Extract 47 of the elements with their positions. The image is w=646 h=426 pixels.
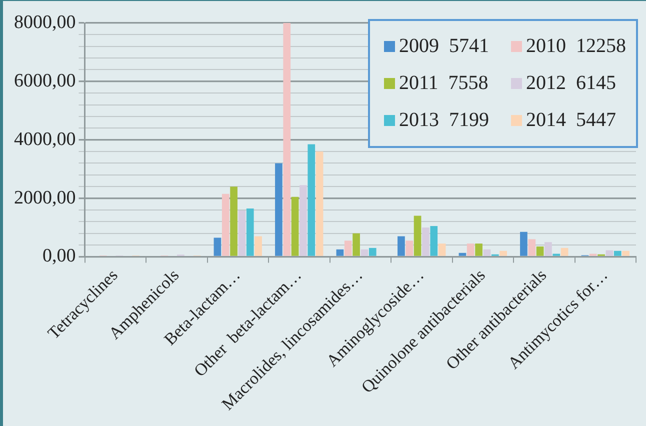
bar bbox=[398, 236, 405, 256]
y-tick-label: 4000,00 bbox=[14, 128, 76, 150]
bar bbox=[238, 210, 246, 256]
bar bbox=[352, 233, 360, 256]
bar bbox=[430, 226, 438, 256]
legend-label: 2010 12258 bbox=[526, 35, 626, 58]
y-tick-label: 2000,00 bbox=[14, 187, 76, 208]
bar bbox=[422, 227, 430, 256]
bar bbox=[368, 248, 376, 256]
bar bbox=[614, 250, 622, 256]
legend-label: 2011 7558 bbox=[399, 72, 488, 95]
bar bbox=[275, 163, 282, 256]
bar bbox=[222, 194, 230, 256]
bar bbox=[344, 240, 352, 256]
legend-label: 2012 6145 bbox=[526, 72, 616, 95]
y-tick-label: 6000,00 bbox=[14, 70, 76, 92]
bar bbox=[622, 250, 630, 256]
bar bbox=[214, 238, 222, 256]
legend-label: 2014 5447 bbox=[526, 109, 616, 132]
bar bbox=[283, 23, 291, 256]
bar bbox=[406, 240, 414, 256]
legend-label: 2009 5741 bbox=[399, 35, 489, 58]
bar bbox=[466, 244, 474, 256]
bar bbox=[458, 252, 466, 256]
bar bbox=[414, 216, 422, 256]
bar bbox=[246, 208, 254, 256]
bar bbox=[500, 250, 507, 256]
bar bbox=[308, 144, 316, 256]
y-tick-label: 0,00 bbox=[42, 246, 76, 267]
bar bbox=[560, 248, 568, 256]
y-tick-label: 8000,00 bbox=[14, 12, 76, 33]
bar bbox=[536, 246, 544, 256]
bar bbox=[520, 232, 528, 256]
bar bbox=[360, 249, 368, 256]
bar bbox=[291, 196, 299, 256]
bar bbox=[336, 249, 344, 256]
bar bbox=[544, 242, 552, 256]
bar bbox=[316, 152, 324, 256]
bar bbox=[475, 244, 482, 256]
bar bbox=[300, 185, 307, 256]
bar bbox=[528, 239, 536, 256]
bar bbox=[483, 249, 491, 256]
bar bbox=[254, 236, 262, 256]
legend-label: 2013 7199 bbox=[399, 109, 489, 132]
bar bbox=[230, 186, 238, 256]
bar bbox=[438, 244, 446, 256]
bar bbox=[606, 250, 614, 256]
